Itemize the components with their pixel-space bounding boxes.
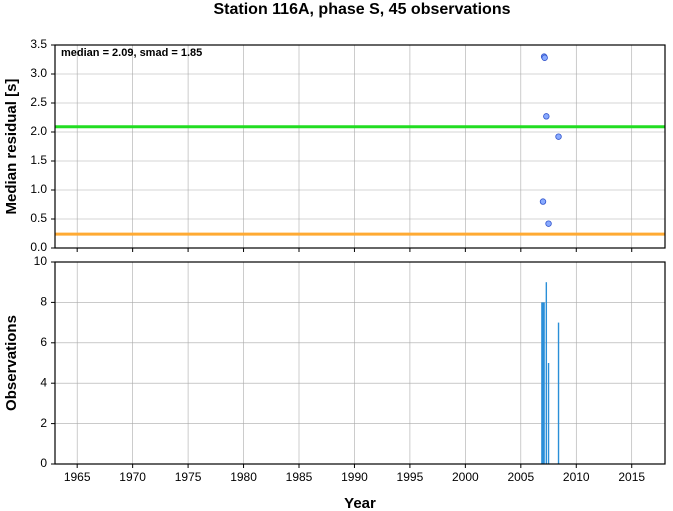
bar bbox=[557, 322, 560, 464]
point bbox=[545, 220, 552, 227]
x-tick-label: 1970 bbox=[119, 470, 146, 484]
y-tick-label: 2 bbox=[40, 416, 47, 430]
x-tick-label: 2005 bbox=[507, 470, 534, 484]
chart-title: Station 116A, phase S, 45 observations bbox=[214, 1, 511, 18]
y-tick-label: 6 bbox=[40, 335, 47, 349]
y-tick-label: 3.0 bbox=[30, 66, 47, 80]
point bbox=[539, 198, 547, 205]
y-tick-label: 1.0 bbox=[30, 182, 47, 196]
y-tick-label: 0.0 bbox=[30, 240, 47, 254]
y-tick-label: 8 bbox=[40, 295, 47, 309]
plot-frame bbox=[54, 44, 666, 249]
point bbox=[541, 54, 548, 61]
plot-frame bbox=[54, 261, 666, 465]
bar bbox=[541, 302, 543, 464]
y-tick-label: 10 bbox=[34, 254, 48, 268]
x-tick-label: 1975 bbox=[175, 470, 202, 484]
bar bbox=[543, 302, 545, 464]
y-axis-label: Observations bbox=[3, 315, 20, 411]
y-tick-label: 2.5 bbox=[30, 95, 47, 109]
x-axis-label: Year bbox=[344, 495, 376, 511]
x-tick-label: 2000 bbox=[452, 470, 479, 484]
bar bbox=[542, 302, 544, 464]
y-tick-label: 4 bbox=[40, 375, 47, 389]
y-tick-label: 2.0 bbox=[30, 124, 47, 138]
x-tick-label: 1990 bbox=[341, 470, 368, 484]
x-tick-label: 1995 bbox=[397, 470, 424, 484]
y-axis-label: Median residual [s] bbox=[3, 79, 20, 215]
x-tick-label: 1965 bbox=[64, 470, 91, 484]
annotation: median = 2.09, smad = 1.85 bbox=[61, 47, 202, 59]
x-tick-label: 2015 bbox=[618, 470, 645, 484]
y-tick-label: 1.5 bbox=[30, 153, 47, 167]
x-tick-label: 2010 bbox=[563, 470, 590, 484]
x-tick-label: 1980 bbox=[230, 470, 257, 484]
y-tick-label: 3.5 bbox=[30, 37, 47, 51]
y-tick-label: 0.5 bbox=[30, 211, 47, 225]
bar bbox=[547, 363, 550, 464]
x-tick-label: 1985 bbox=[286, 470, 313, 484]
point bbox=[543, 113, 550, 120]
y-tick-label: 0 bbox=[40, 456, 47, 470]
bar bbox=[545, 282, 548, 464]
point bbox=[555, 133, 562, 140]
